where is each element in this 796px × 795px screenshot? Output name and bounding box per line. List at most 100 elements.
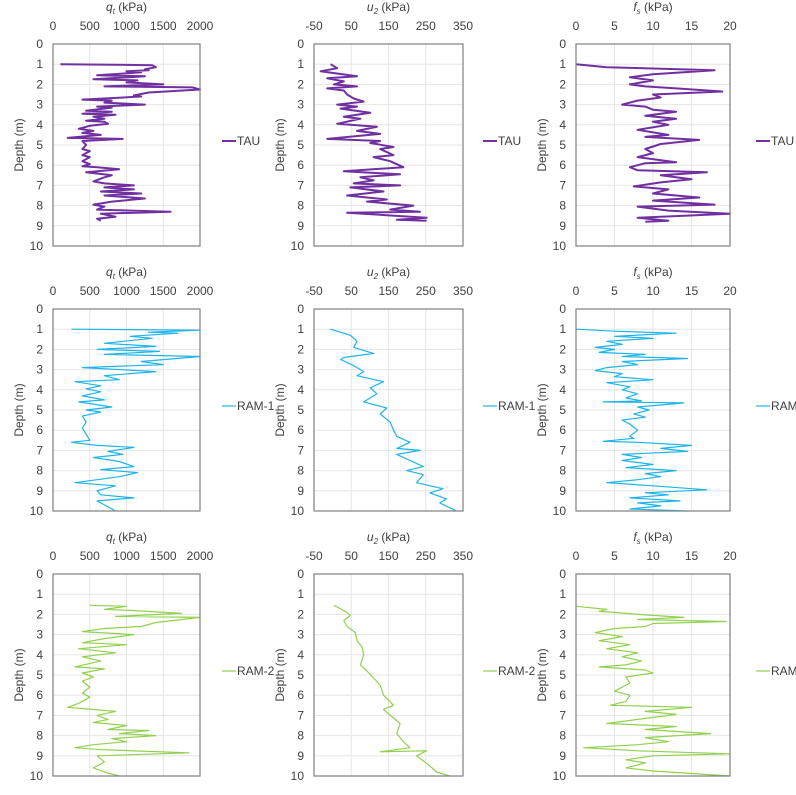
x-tick-label: 150: [378, 284, 398, 298]
y-tick-label: 7: [559, 443, 566, 457]
x-tick-label: 0: [573, 549, 580, 563]
y-axis-title: Depth (m): [535, 118, 549, 171]
x-axis-subscript: t: [113, 537, 116, 546]
x-tick-label: 1500: [150, 284, 177, 298]
y-tick-label: 6: [297, 688, 304, 702]
y-tick-label: 10: [30, 239, 44, 253]
legend: RAM-2: [222, 664, 275, 678]
x-axis-title: qt (kPa): [106, 0, 147, 16]
plot-frame: [575, 308, 731, 512]
legend-label: TAU: [237, 134, 260, 148]
legend-label: RAM-1: [771, 399, 796, 413]
y-tick-label: 10: [553, 769, 567, 783]
y-tick-label: 10: [30, 769, 44, 783]
x-axis-symbol: q: [106, 265, 113, 279]
x-tick-label: 5: [611, 284, 618, 298]
y-tick-label: 0: [297, 567, 304, 581]
x-axis-title: fs (kPa): [633, 530, 672, 546]
y-axis-title: Depth (m): [12, 118, 26, 171]
y-tick-label: 9: [559, 219, 566, 233]
legend: TAU: [756, 134, 794, 148]
series-line-ram-2: [575, 605, 731, 777]
plot-frame: [52, 308, 201, 512]
y-tick-label: 9: [36, 219, 43, 233]
y-tick-label: 8: [36, 199, 43, 213]
x-axis-symbol: q: [106, 530, 113, 544]
y-tick-label: 8: [36, 464, 43, 478]
legend: RAM-1: [222, 399, 275, 413]
x-axis-title: u2 (kPa): [367, 530, 410, 546]
y-tick-label: 0: [559, 37, 566, 51]
y-tick-label: 10: [30, 504, 44, 518]
plot-frame: [52, 43, 201, 247]
y-tick-label: 2: [297, 342, 304, 356]
chart-panel-2-1: 0 500 1000 1500 2000 0 1 2 3 4 5 6 7 8 9 10 qt (kPa) Dept…: [12, 265, 275, 518]
x-tick-label: 250: [416, 549, 436, 563]
y-tick-label: 6: [297, 423, 304, 437]
y-tick-label: 3: [297, 628, 304, 642]
y-axis-title: Depth (m): [273, 118, 287, 171]
series-line-tau: [575, 63, 731, 223]
x-axis-symbol: f: [633, 265, 638, 279]
y-tick-label: 8: [559, 464, 566, 478]
y-tick-label: 9: [297, 219, 304, 233]
y-tick-label: 7: [36, 708, 43, 722]
x-tick-label: 15: [685, 19, 699, 33]
x-tick-label: 0: [573, 284, 580, 298]
y-tick-label: 5: [559, 138, 566, 152]
x-axis-subscript: s: [637, 7, 641, 16]
y-tick-label: 10: [291, 504, 305, 518]
x-tick-label: 350: [453, 549, 473, 563]
y-axis-title: Depth (m): [535, 648, 549, 701]
y-tick-label: 10: [291, 769, 305, 783]
x-axis-title: fs (kPa): [633, 0, 672, 16]
x-tick-label: 2000: [187, 19, 214, 33]
x-axis-unit: (kPa): [378, 530, 410, 544]
x-tick-label: 10: [646, 549, 660, 563]
x-tick-label: 20: [723, 549, 737, 563]
y-tick-label: 7: [297, 443, 304, 457]
plot-frame: [575, 43, 731, 247]
legend: RAM-2: [483, 664, 536, 678]
x-tick-label: -50: [305, 19, 323, 33]
x-axis-symbol: q: [106, 0, 113, 14]
y-tick-label: 6: [559, 158, 566, 172]
x-axis-title: u2 (kPa): [367, 0, 410, 16]
y-tick-label: 3: [36, 628, 43, 642]
x-axis-unit: (kPa): [115, 0, 147, 14]
y-tick-label: 7: [559, 178, 566, 192]
y-tick-label: 4: [297, 383, 304, 397]
y-tick-label: 0: [559, 302, 566, 316]
y-tick-label: 5: [297, 668, 304, 682]
y-tick-label: 0: [559, 567, 566, 581]
x-axis-subscript: 2: [373, 272, 379, 281]
y-tick-label: 3: [559, 98, 566, 112]
x-axis-symbol: u: [367, 530, 374, 544]
chart-panel-1-1: 0 500 1000 1500 2000 0 1 2 3 4 5 6 7 8 9 10 qt (kPa) Dept…: [12, 0, 260, 253]
y-tick-label: 6: [36, 423, 43, 437]
y-axis-title: Depth (m): [12, 383, 26, 436]
y-tick-label: 8: [36, 729, 43, 743]
series-line-ram-2: [67, 604, 201, 777]
y-tick-label: 0: [297, 37, 304, 51]
y-tick-label: 2: [36, 342, 43, 356]
x-tick-label: 0: [573, 19, 580, 33]
series-line-tau: [319, 63, 428, 222]
x-axis-symbol: f: [633, 530, 638, 544]
y-tick-label: 6: [297, 158, 304, 172]
x-axis-symbol: f: [633, 0, 638, 14]
x-axis-title: u2 (kPa): [367, 265, 410, 281]
x-axis-title: qt (kPa): [106, 265, 147, 281]
series-line-ram-1: [575, 328, 708, 512]
chart-panel-3-3: 0 5 10 15 20 0 1 2 3 4 5 6 7 8 9 10 fs (kPa) Depth (m) RAM…: [535, 530, 796, 783]
y-tick-label: 0: [36, 302, 43, 316]
y-tick-label: 4: [36, 648, 43, 662]
x-tick-label: 250: [416, 19, 436, 33]
x-tick-label: 350: [453, 284, 473, 298]
y-tick-label: 10: [553, 504, 567, 518]
x-tick-label: 10: [646, 19, 660, 33]
x-axis-subscript: 2: [373, 7, 379, 16]
legend-label: TAU: [498, 134, 521, 148]
